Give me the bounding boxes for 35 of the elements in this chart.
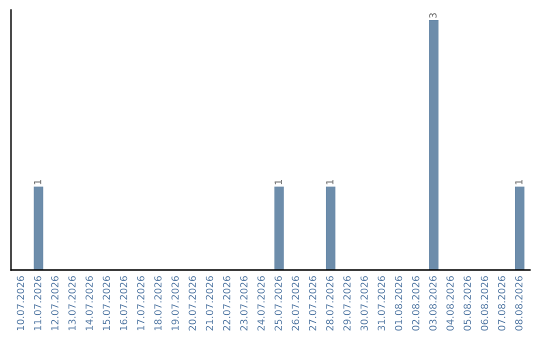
data-label: 1	[34, 180, 42, 184]
x-tick-label: 30.07.2026	[360, 276, 368, 330]
x-tick-label: 06.08.2026	[480, 276, 488, 331]
x-tick-label: 18.07.2026	[154, 276, 162, 330]
x-tick-label: 23.07.2026	[240, 276, 248, 331]
x-tick-label: 04.08.2026	[446, 276, 454, 331]
data-label: 1	[274, 180, 282, 184]
x-tick-label: 22.07.2026	[223, 276, 230, 331]
data-label: 1	[326, 180, 334, 184]
x-tick-label: 15.07.2026	[102, 276, 110, 330]
x-tick-label: 14.07.2026	[86, 276, 93, 330]
x-tick-label: 03.08.2026	[429, 276, 437, 331]
data-label: 1	[515, 180, 522, 184]
x-tick-label: 27.07.2026	[308, 276, 316, 331]
x-tick-label: 28.07.2026	[326, 276, 334, 331]
x-tick-label: 16.07.2026	[120, 276, 128, 330]
x-tick-label: 10.07.2026	[16, 276, 24, 330]
x-tick-label: 01.08.2026	[394, 276, 402, 331]
x-tick-label: 26.07.2026	[292, 276, 300, 331]
x-tick-label: 24.07.2026	[257, 276, 265, 331]
x-tick-label: 19.07.2026	[171, 276, 179, 330]
x-tick-label: 21.07.2026	[206, 276, 214, 331]
x-tick-label: 02.08.2026	[412, 276, 420, 331]
x-tick-label: 25.07.2026	[274, 276, 282, 331]
x-tick-label: 17.07.2026	[137, 276, 144, 330]
x-tick-label: 29.07.2026	[343, 276, 351, 331]
x-tick-label: 31.07.2026	[378, 276, 386, 330]
x-tick-label: 07.08.2026	[498, 276, 506, 331]
data-label: 3	[429, 13, 437, 18]
x-tick-label: 13.07.2026	[68, 276, 76, 330]
x-tick-label: 05.08.2026	[464, 276, 471, 331]
x-tick-label: 12.07.2026	[51, 276, 59, 330]
x-tick-label: 20.07.2026	[188, 276, 196, 331]
x-tick-label: 11.07.2026	[34, 276, 42, 330]
x-tick-label: 08.08.2026	[515, 276, 523, 331]
